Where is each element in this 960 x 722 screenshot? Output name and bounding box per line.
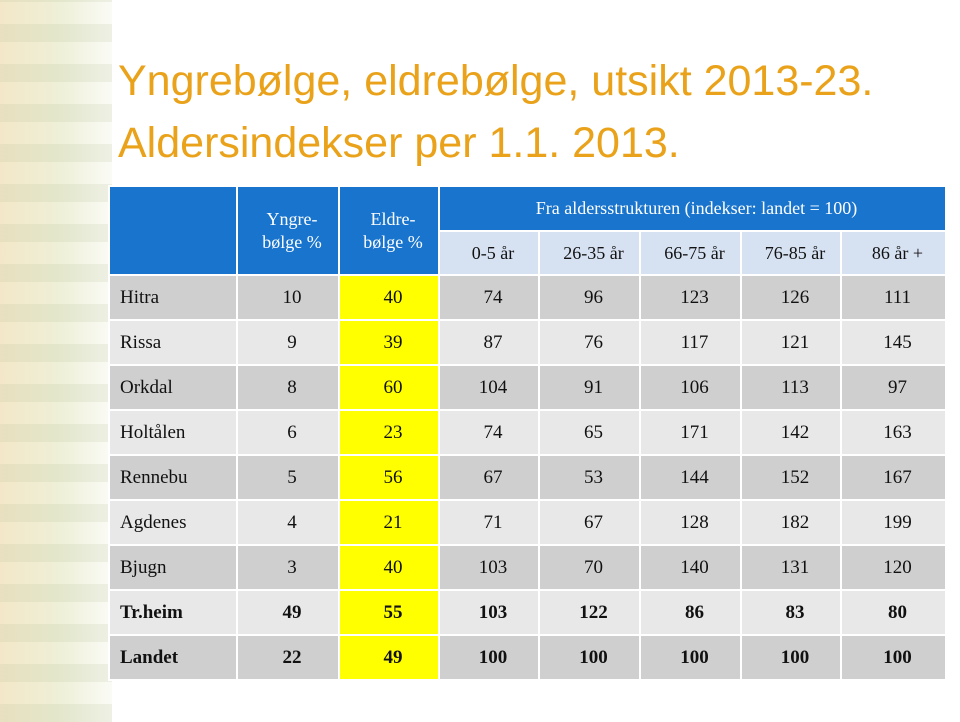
cell: 140 (639, 544, 742, 591)
row-label: Orkdal (108, 364, 238, 411)
cell: 71 (438, 499, 540, 546)
cell: 86 (639, 589, 742, 636)
table: Yngre- bølge % Eldre- bølge % Fra alders… (108, 185, 947, 681)
cell: 122 (538, 589, 641, 636)
cell: 80 (840, 589, 947, 636)
row-label: Landet (108, 634, 238, 681)
cell: 53 (538, 454, 641, 501)
header-cell: 76-85 år (740, 230, 842, 276)
cell: 8 (236, 364, 340, 411)
cell: 10 (236, 274, 340, 321)
cell: 65 (538, 409, 641, 456)
cell: 49 (236, 589, 340, 636)
cell: 152 (740, 454, 842, 501)
table-row: Rissa 9 39 87 76 117 121 145 (108, 319, 947, 366)
row-label: Holtålen (108, 409, 238, 456)
table-row: Orkdal 8 60 104 91 106 113 97 (108, 364, 947, 411)
cell: 22 (236, 634, 340, 681)
table-row: Holtålen 6 23 74 65 171 142 163 (108, 409, 947, 456)
cell: 103 (438, 544, 540, 591)
cell: 171 (639, 409, 742, 456)
cell: 144 (639, 454, 742, 501)
table-row: Tr.heim 49 55 103 122 86 83 80 (108, 589, 947, 636)
cell: 55 (338, 589, 440, 636)
cell: 23 (338, 409, 440, 456)
header-cell: 66-75 år (639, 230, 742, 276)
header-cell: Yngre- bølge % (236, 185, 340, 276)
title: Yngrebølge, eldrebølge, utsikt 2013-23. … (118, 50, 873, 174)
cell: 113 (740, 364, 842, 411)
table-row: Rennebu 5 56 67 53 144 152 167 (108, 454, 947, 501)
cell: 40 (338, 274, 440, 321)
table-row: Hitra 10 40 74 96 123 126 111 (108, 274, 947, 321)
cell: 91 (538, 364, 641, 411)
table-row: Landet 22 49 100 100 100 100 100 (108, 634, 947, 681)
cell: 83 (740, 589, 842, 636)
cell: 40 (338, 544, 440, 591)
cell: 126 (740, 274, 842, 321)
cell: 100 (538, 634, 641, 681)
cell: 111 (840, 274, 947, 321)
cell: 9 (236, 319, 340, 366)
row-label: Agdenes (108, 499, 238, 546)
cell: 21 (338, 499, 440, 546)
cell: 70 (538, 544, 641, 591)
cell: 103 (438, 589, 540, 636)
cell: 74 (438, 274, 540, 321)
title-line: Yngrebølge, eldrebølge, utsikt 2013-23. (118, 57, 874, 105)
cell: 67 (538, 499, 641, 546)
cell: 74 (438, 409, 540, 456)
cell: 100 (639, 634, 742, 681)
cell: 60 (338, 364, 440, 411)
cell: 123 (639, 274, 742, 321)
cell: 100 (740, 634, 842, 681)
cell: 104 (438, 364, 540, 411)
cell: 96 (538, 274, 641, 321)
cell: 167 (840, 454, 947, 501)
cell: 121 (740, 319, 842, 366)
cell: 4 (236, 499, 340, 546)
header-cell: 26-35 år (538, 230, 641, 276)
header-cell: 86 år + (840, 230, 947, 276)
cell: 100 (840, 634, 947, 681)
cell: 142 (740, 409, 842, 456)
cell: 120 (840, 544, 947, 591)
cell: 97 (840, 364, 947, 411)
cell: 199 (840, 499, 947, 546)
cell: 5 (236, 454, 340, 501)
cell: 163 (840, 409, 947, 456)
row-label: Tr.heim (108, 589, 238, 636)
decoration (0, 0, 112, 722)
row-label: Rennebu (108, 454, 238, 501)
cell: 67 (438, 454, 540, 501)
cell: 145 (840, 319, 947, 366)
cell: 3 (236, 544, 340, 591)
cell: 131 (740, 544, 842, 591)
cell: 100 (438, 634, 540, 681)
header-cell: Fra aldersstrukturen (indekser: landet =… (438, 185, 947, 232)
row-label: Bjugn (108, 544, 238, 591)
cell: 39 (338, 319, 440, 366)
cell: 128 (639, 499, 742, 546)
cell: 56 (338, 454, 440, 501)
cell: 76 (538, 319, 641, 366)
table-row: Agdenes 4 21 71 67 128 182 199 (108, 499, 947, 546)
cell: 87 (438, 319, 540, 366)
header-cell: Eldre- bølge % (338, 185, 440, 276)
decoration-pattern (0, 0, 112, 722)
cell: 106 (639, 364, 742, 411)
cell: 49 (338, 634, 440, 681)
cell: 6 (236, 409, 340, 456)
row-label: Hitra (108, 274, 238, 321)
cell: 117 (639, 319, 742, 366)
table-row: Bjugn 3 40 103 70 140 131 120 (108, 544, 947, 591)
cell: 182 (740, 499, 842, 546)
title-line: Aldersindekser per 1.1. 2013. (118, 119, 680, 167)
row-label: Rissa (108, 319, 238, 366)
header-cell (108, 185, 238, 276)
header-cell: 0-5 år (438, 230, 540, 276)
